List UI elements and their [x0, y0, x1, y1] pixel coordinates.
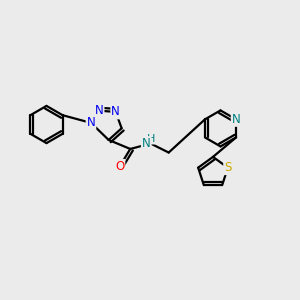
- Text: N: N: [232, 113, 241, 126]
- Text: S: S: [224, 161, 232, 174]
- Text: O: O: [115, 160, 124, 173]
- Text: N: N: [87, 116, 95, 129]
- Text: N: N: [95, 104, 103, 117]
- Text: N: N: [142, 137, 151, 150]
- Text: H: H: [146, 134, 155, 143]
- Text: N: N: [111, 105, 120, 119]
